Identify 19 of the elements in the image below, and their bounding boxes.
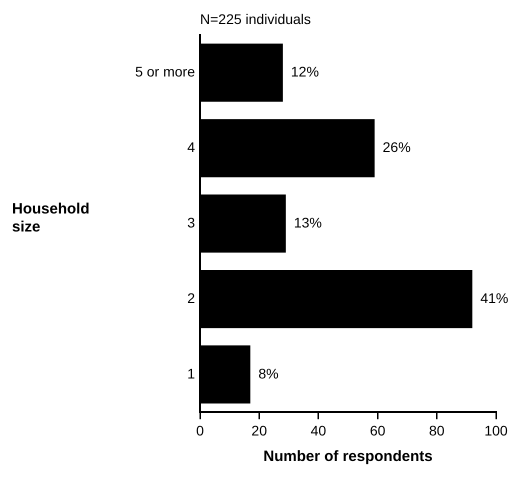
x-tick-label: 0 xyxy=(196,422,204,438)
annotation: 8% xyxy=(258,365,279,382)
y-tick-label: 4 xyxy=(187,139,196,156)
annotation: 13% xyxy=(294,214,322,230)
x-axis-title: Number of respondents xyxy=(263,448,433,466)
x-tick-label: 20 xyxy=(251,422,268,438)
y-tick-label: 1 xyxy=(187,365,196,382)
annotation: 26% xyxy=(382,139,411,156)
annotation: 12% xyxy=(290,64,319,80)
x-tick-label: 60 xyxy=(370,422,386,438)
x-tick-label: 100 xyxy=(484,422,508,438)
y-tick-label: 2 xyxy=(187,290,196,306)
annotation: 41% xyxy=(480,290,508,306)
y-tick-label: 5 or more xyxy=(135,64,196,80)
x-tick-label: 40 xyxy=(310,422,326,438)
chart-subtitle: N=225 individuals xyxy=(200,10,311,27)
y-axis-title: Household size xyxy=(12,200,90,236)
y-tick-label: 3 xyxy=(187,214,196,230)
x-tick-label: 80 xyxy=(429,422,445,438)
